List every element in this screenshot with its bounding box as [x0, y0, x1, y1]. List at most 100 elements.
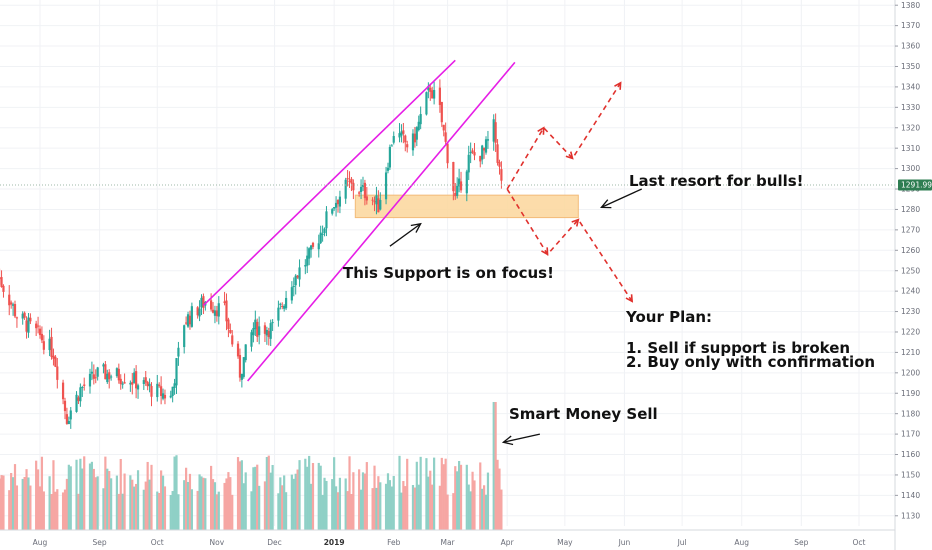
candle-body: [427, 86, 430, 91]
volume-bar: [479, 462, 482, 530]
candle-body: [404, 135, 407, 143]
candle-body: [231, 335, 234, 345]
candle-body: [94, 377, 97, 379]
volume-bar: [133, 486, 136, 530]
volume-bar: [11, 477, 15, 530]
candle-body: [271, 322, 274, 324]
channel-line: [202, 59, 456, 307]
volume-bar: [308, 455, 311, 530]
volume-bar: [371, 488, 374, 530]
candle-body: [296, 275, 299, 278]
volume-bar: [352, 472, 355, 530]
candle-body: [402, 130, 405, 134]
volume-bar: [390, 486, 393, 530]
candle-body: [175, 358, 178, 386]
candle-body: [96, 367, 99, 377]
candle-body: [225, 300, 228, 322]
candle-body: [10, 302, 13, 305]
candle-body: [150, 385, 153, 397]
volume-bar: [142, 489, 145, 530]
candle-body: [481, 145, 484, 160]
candle-body: [413, 133, 416, 143]
volume-bar: [136, 470, 140, 530]
volume-bar: [110, 478, 113, 530]
projection-arrowhead: [541, 247, 549, 256]
volume-bar: [13, 464, 17, 530]
volume-bar: [169, 494, 172, 530]
candle-body: [258, 326, 261, 336]
volume-bar: [238, 461, 242, 530]
volume-bar: [177, 494, 180, 530]
candle-body: [171, 386, 174, 396]
candle-body: [169, 395, 172, 398]
volume-bar: [298, 460, 301, 530]
volume-bar: [23, 476, 26, 530]
candle-body: [21, 313, 24, 319]
candle-body: [446, 143, 449, 164]
annotation-arrowhead: [501, 435, 514, 446]
candle-body: [215, 310, 218, 317]
volume-bar: [496, 459, 499, 530]
volume-bar: [25, 469, 28, 530]
volume-bar: [456, 471, 459, 530]
volume-bar: [236, 457, 240, 530]
volume-bar: [231, 494, 234, 530]
candle-body: [319, 232, 322, 244]
price-axis[interactable]: 1130 1140 1150 1160 1170 1180 1190 1200 1210 1220…: [894, 0, 920, 550]
volume-bar: [431, 484, 434, 530]
price-tick-label: 1130: [901, 511, 920, 520]
price-tick-label: 1140: [901, 491, 920, 500]
volume-bar: [160, 470, 163, 530]
candle-body: [390, 145, 393, 147]
volume-bar: [483, 485, 486, 530]
candle-body: [90, 371, 94, 374]
candle-body: [456, 185, 459, 196]
candle-body: [200, 297, 203, 308]
volume-bar: [379, 482, 382, 530]
volume-bar: [319, 465, 322, 530]
candle-body: [119, 378, 122, 385]
candle-body: [92, 374, 95, 379]
candle-body: [115, 368, 119, 377]
volume-bar: [135, 483, 138, 530]
volume-bar: [79, 458, 82, 530]
volume-bar: [317, 462, 320, 530]
candle-body: [196, 307, 199, 316]
candle-body: [458, 178, 461, 187]
candle-body: [358, 192, 361, 194]
candle-body: [467, 154, 470, 173]
volume-bar: [123, 473, 126, 530]
volume-bar: [102, 488, 105, 530]
candle-body: [429, 87, 432, 92]
candle-body: [348, 180, 351, 182]
volume-bar: [473, 480, 476, 530]
price-tick-label: 1300: [901, 164, 920, 173]
volume-bar: [363, 473, 367, 530]
volume-bar: [331, 479, 334, 530]
candle-body: [27, 317, 30, 333]
candle-body: [229, 329, 232, 333]
candle-body: [419, 114, 422, 125]
volume-bar: [213, 482, 217, 530]
candle-body: [210, 300, 213, 310]
candle-body: [309, 245, 313, 250]
volume-bar: [254, 466, 257, 530]
time-tick-label: Aug: [33, 538, 48, 547]
candle-body: [123, 382, 126, 384]
volume-bar: [171, 491, 174, 530]
candle-body: [361, 184, 365, 187]
candle-body: [323, 228, 326, 234]
candle-body: [250, 332, 253, 347]
plan-item-1: 1. Sell if support is broken: [626, 339, 850, 357]
volume-bar: [196, 490, 199, 530]
candle-body: [321, 233, 324, 235]
candle-body: [52, 355, 55, 359]
candle-body: [198, 308, 201, 317]
candle-body: [83, 384, 86, 386]
projection-arrowhead: [565, 151, 574, 160]
volume-bar: [459, 464, 463, 530]
candle-body: [325, 211, 328, 229]
time-axis[interactable]: Aug Sep Oct Nov Dec 2019 Feb Mar Apr May Jun Jul Aug…: [0, 529, 895, 547]
volume-bar: [377, 476, 380, 530]
